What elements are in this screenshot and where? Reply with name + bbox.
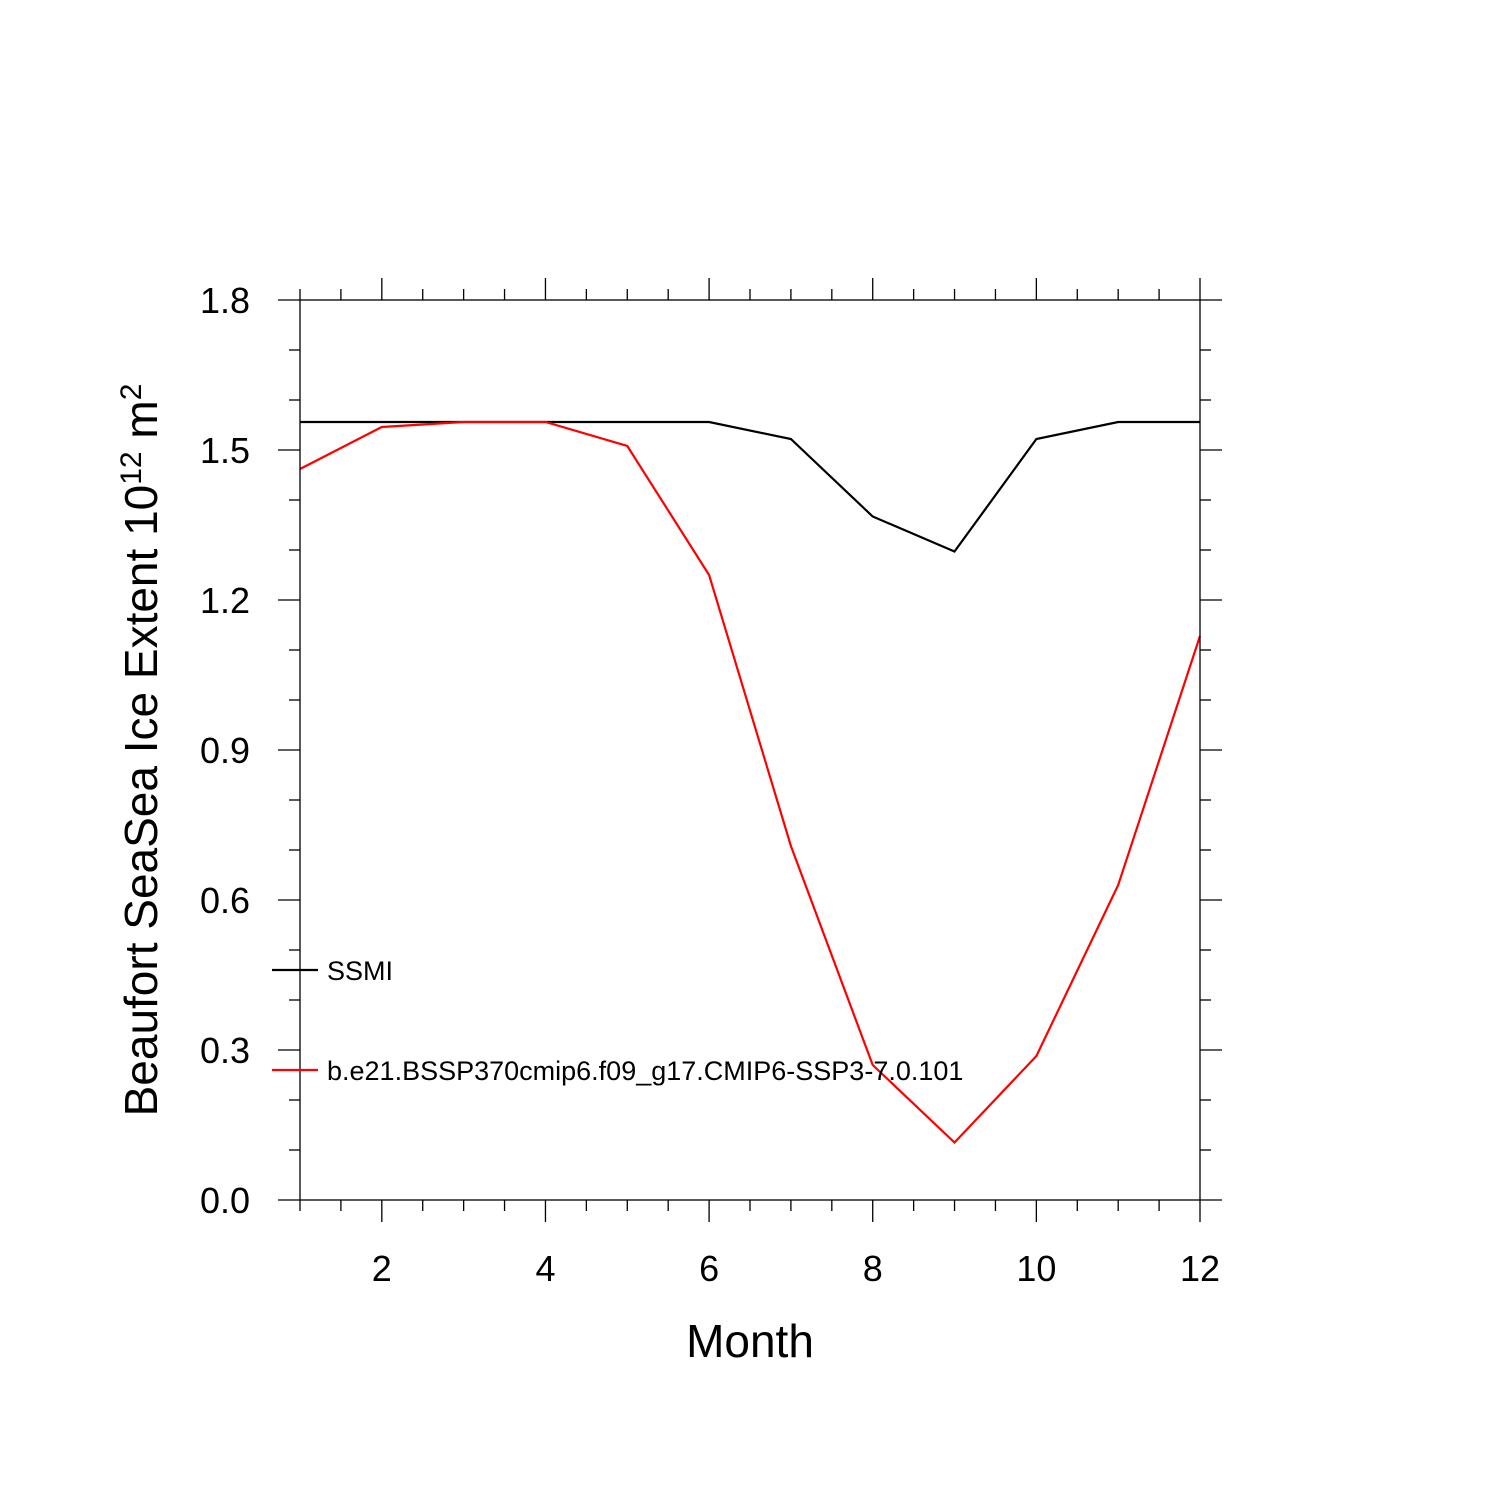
x-tick-label: 4 (535, 1248, 555, 1289)
x-tick-label: 6 (699, 1248, 719, 1289)
series-line-2 (299, 420, 1202, 1145)
y-tick-label: 1.5 (200, 430, 250, 471)
y-tick-label: 1.8 (200, 280, 250, 321)
x-tick-label: 8 (863, 1248, 883, 1289)
y-axis-title: Beaufort SeaSea Ice Extent 1012 m2 (115, 384, 168, 1117)
x-tick-label: 10 (1016, 1248, 1056, 1289)
series-layer (299, 420, 1202, 1145)
plot-frame (299, 299, 1201, 1201)
tick-labels: 2 4 6 8 10 12 0.0 0.3 0.6 0.9 1.2 1.5 1.8 (200, 280, 1220, 1289)
y-tick-label: 0.9 (200, 730, 250, 771)
y-tick-label: 0.0 (200, 1180, 250, 1221)
x-tick-label: 2 (372, 1248, 392, 1289)
y-tick-label: 1.2 (200, 580, 250, 621)
legend-label-2: b.e21.BSSP370cmip6.f09_g17.CMIP6-SSP3-7.… (327, 1056, 963, 1086)
tick-marks (278, 278, 1222, 1222)
y-tick-label: 0.6 (200, 880, 250, 921)
y-axis-title-unit: m (115, 400, 167, 451)
x-tick-label: 12 (1180, 1248, 1220, 1289)
x-axis-title: Month (686, 1315, 814, 1367)
legend-label-1: SSMI (327, 956, 393, 986)
legend: SSMI b.e21.BSSP370cmip6.f09_g17.CMIP6-SSP… (272, 956, 963, 1086)
y-axis-title-main: Beaufort SeaSea Ice Extent 10 (115, 485, 167, 1117)
y-tick-label: 0.3 (200, 1030, 250, 1071)
y-axis-title-unit-exponent: 2 (115, 384, 148, 401)
series-line-1 (300, 420, 1200, 553)
y-axis-title-exponent: 12 (115, 451, 148, 484)
